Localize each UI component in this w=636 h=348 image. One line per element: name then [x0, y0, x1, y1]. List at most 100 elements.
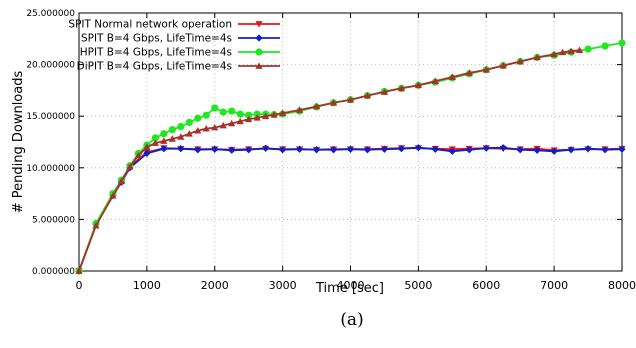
y-tick-label: 25.000000 [26, 9, 75, 19]
data-point [236, 110, 244, 118]
data-point [448, 73, 456, 80]
data-point [236, 117, 244, 125]
data-point [431, 145, 439, 153]
data-point [465, 146, 473, 154]
data-point [134, 151, 142, 159]
data-point [228, 146, 236, 154]
data-point [219, 121, 227, 129]
x-tick-label: 1000 [133, 279, 161, 292]
data-point [177, 145, 185, 153]
data-point [312, 102, 321, 110]
data-point [550, 50, 558, 58]
data-point [160, 145, 168, 153]
y-axis-label: # Pending Downloads [11, 71, 26, 214]
y-tick-label: 15.000000 [26, 112, 75, 122]
legend-marker [255, 34, 263, 42]
x-tick-label: 8000 [608, 279, 636, 292]
legend-label: DiPIT B=4 Gbps, LifeTime=4s [77, 61, 232, 73]
data-point [533, 53, 541, 61]
x-tick-label: 0 [76, 279, 83, 292]
legend-entry: SPIT B=4 Gbps, LifeTime=4s [81, 33, 280, 45]
data-point [279, 109, 287, 116]
legend-label: HPIT B=4 Gbps, LifeTime=4s [80, 47, 232, 59]
data-point [431, 77, 439, 84]
x-axis-label: Time [sec] [315, 281, 384, 296]
data-point [270, 111, 278, 118]
data-point [618, 145, 626, 153]
data-point [516, 57, 524, 65]
axis-ticks: 0 1000 2000 3000 4000 5000 6000 7000 8000 0.00000… [26, 9, 636, 292]
x-tick-label: 7000 [540, 279, 568, 292]
data-point [618, 39, 626, 47]
data-point [245, 146, 253, 154]
data-point [567, 146, 575, 154]
data-point [151, 139, 159, 146]
data-point [262, 112, 270, 120]
x-tick-label: 5000 [404, 279, 432, 292]
legend: SPIT Normal network operation SPIT B=4 Gb… [68, 19, 280, 73]
data-point [143, 143, 151, 151]
data-point [211, 104, 219, 112]
data-point [363, 146, 372, 154]
data-point [414, 81, 422, 89]
data-point [211, 123, 219, 131]
data-point [126, 163, 134, 170]
data-point [92, 221, 100, 229]
x-tick-label: 4000 [337, 279, 365, 292]
data-point [245, 111, 253, 119]
data-point [601, 42, 609, 50]
data-point [194, 146, 202, 154]
data-point [219, 108, 227, 116]
data-point [228, 107, 236, 115]
data-point [228, 119, 236, 127]
x-tick-label: 2000 [201, 279, 229, 292]
data-point [380, 88, 389, 95]
data-point [109, 192, 117, 199]
legend-marker [255, 62, 263, 69]
data-point [567, 47, 575, 55]
data-point [185, 118, 193, 126]
data-point [194, 127, 202, 134]
data-point [397, 84, 406, 92]
series-line [78, 49, 580, 272]
data-point [202, 111, 210, 119]
data-point [482, 66, 490, 73]
data-point [414, 144, 422, 152]
data-point [177, 122, 185, 131]
series-2 [75, 144, 626, 275]
data-point [550, 147, 558, 155]
data-point [202, 124, 210, 132]
series-4 [75, 46, 584, 274]
data-point [295, 145, 304, 153]
y-tick-label: 10.000000 [26, 164, 75, 174]
figure-caption: (a) [340, 310, 363, 330]
data-point [329, 99, 338, 106]
legend-label: SPIT Normal network operation [68, 19, 232, 31]
y-tick-label: 5.000000 [32, 215, 75, 225]
data-point [194, 114, 202, 122]
legend-entry: SPIT Normal network operation [68, 19, 280, 31]
data-point [601, 146, 609, 154]
legend-entry: DiPIT B=4 Gbps, LifeTime=4s [77, 61, 280, 73]
data-point [584, 45, 592, 53]
data-point [160, 137, 168, 144]
series-line [78, 146, 623, 272]
data-point [168, 126, 176, 134]
data-point [482, 144, 490, 152]
data-point [168, 135, 176, 142]
data-point [499, 62, 507, 69]
y-tick-label: 0.000000 [32, 267, 75, 277]
data-point [211, 145, 219, 153]
data-point [575, 46, 584, 54]
data-point [253, 110, 261, 118]
data-point [117, 177, 126, 185]
data-point [499, 144, 507, 152]
data-point [245, 115, 253, 123]
data-point [295, 106, 304, 113]
data-point [397, 145, 406, 153]
data-point [465, 69, 473, 76]
data-point [584, 145, 592, 153]
data-point [75, 267, 83, 274]
legend-entry: HPIT B=4 Gbps, LifeTime=4s [80, 47, 280, 59]
